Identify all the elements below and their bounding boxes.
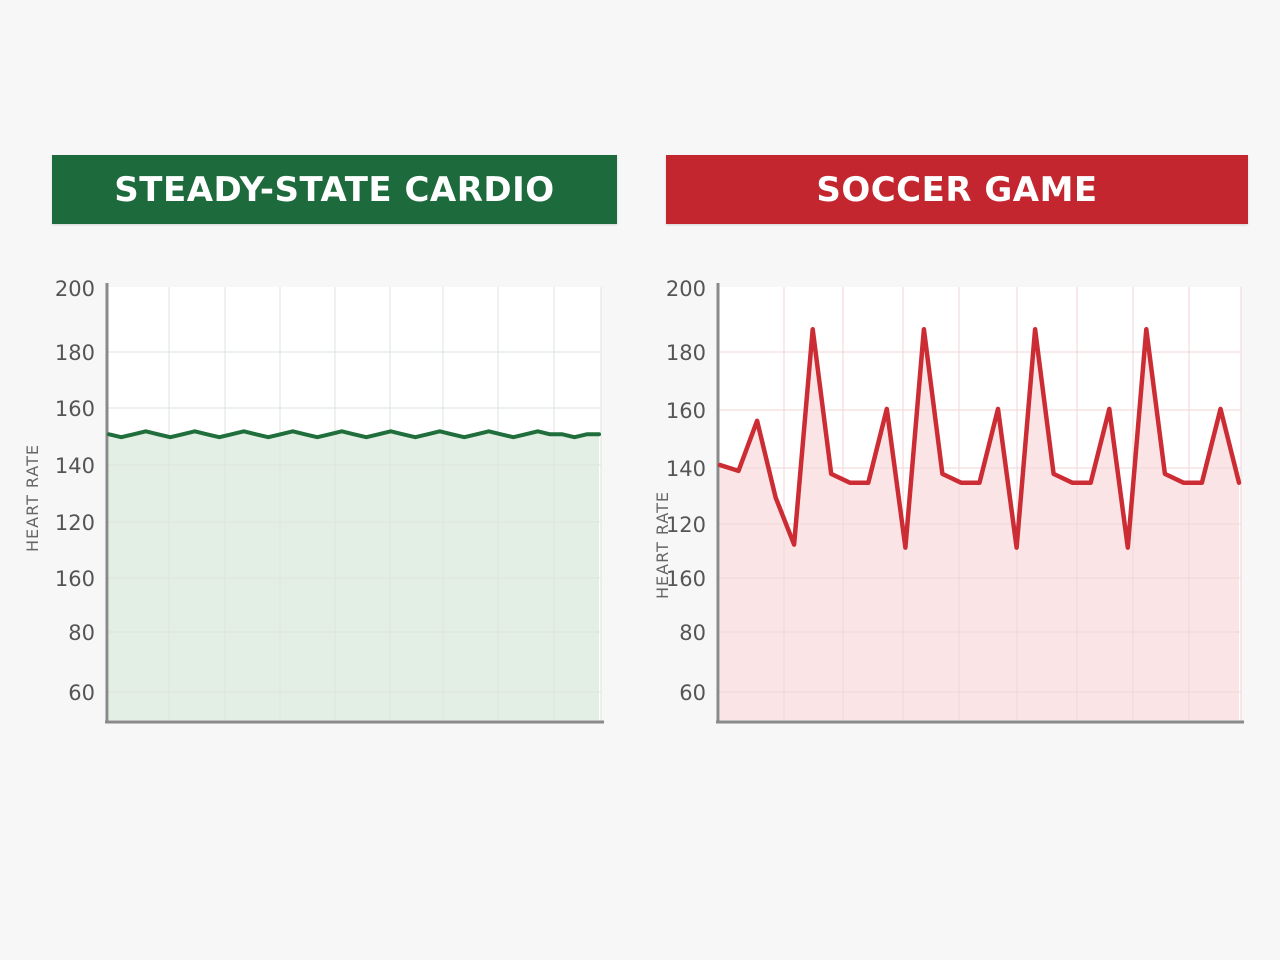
y-tick-label: 140	[55, 454, 95, 478]
data-point	[144, 430, 147, 433]
data-point	[340, 430, 343, 433]
data-point	[1015, 546, 1018, 549]
data-point	[205, 433, 209, 436]
data-point	[352, 433, 356, 436]
data-point	[156, 433, 160, 436]
data-point	[218, 436, 221, 439]
data-point	[181, 433, 184, 436]
data-point	[254, 433, 258, 436]
data-point	[377, 433, 380, 436]
y-tick-label: 200	[666, 277, 706, 301]
data-point	[426, 433, 429, 436]
data-point	[1163, 472, 1167, 476]
data-point	[830, 472, 833, 476]
data-point	[811, 328, 814, 331]
data-point	[904, 546, 907, 549]
y-tick-label: 140	[666, 457, 706, 481]
y-tick-label: 120	[666, 513, 706, 537]
data-point	[303, 433, 307, 436]
data-point	[414, 436, 417, 439]
data-point	[475, 433, 478, 436]
data-point	[316, 436, 319, 439]
data-point	[536, 430, 539, 433]
data-point	[548, 433, 552, 436]
data-point	[561, 433, 564, 436]
data-point	[450, 433, 454, 436]
y-tick-label: 120	[55, 511, 95, 535]
y-axis-label: HEART RATE	[23, 444, 42, 552]
data-point	[463, 436, 466, 439]
data-point	[291, 430, 294, 433]
data-point	[279, 433, 282, 436]
data-point	[169, 436, 172, 439]
data-point	[512, 436, 515, 439]
chart-title-soccer: SOCCER GAME	[666, 155, 1248, 224]
data-point	[597, 433, 601, 436]
y-tick-label: 160	[666, 567, 706, 591]
y-tick-label: 160	[55, 397, 95, 421]
y-tick-label: 160	[55, 567, 95, 591]
data-point	[755, 419, 759, 422]
data-point	[1200, 481, 1204, 484]
data-point	[524, 433, 527, 436]
data-point	[193, 430, 196, 433]
y-tick-label: 60	[68, 681, 95, 705]
data-point	[1071, 481, 1074, 484]
data-point	[1108, 407, 1111, 411]
data-point	[848, 481, 851, 484]
data-point	[1237, 481, 1241, 484]
y-axis-label: HEART RATE	[653, 491, 672, 599]
data-point	[978, 481, 981, 484]
data-point	[922, 328, 926, 331]
data-point	[107, 433, 111, 436]
data-point	[792, 543, 796, 546]
area-fill	[109, 431, 599, 720]
data-point	[1145, 328, 1148, 331]
data-point	[487, 430, 490, 433]
data-point	[1219, 407, 1222, 411]
chart-title-steady: STEADY-STATE CARDIO	[52, 155, 617, 224]
data-point	[885, 407, 888, 411]
data-point	[438, 430, 441, 433]
data-point	[867, 481, 870, 484]
data-point	[718, 463, 722, 467]
data-point	[1182, 481, 1185, 484]
data-point	[573, 436, 576, 439]
data-point	[499, 433, 503, 436]
data-point	[401, 433, 405, 436]
data-point	[774, 496, 777, 499]
data-point	[1089, 481, 1092, 484]
data-point	[120, 436, 123, 439]
chart-panel-soccer: SOCCER GAME	[666, 155, 1248, 224]
y-tick-label: 80	[679, 621, 706, 645]
data-point	[996, 407, 1000, 411]
chart-panel-steady: STEADY-STATE CARDIO	[52, 155, 617, 224]
data-point	[328, 433, 331, 436]
data-point	[1126, 546, 1130, 549]
data-point	[132, 433, 135, 436]
data-point	[230, 433, 233, 436]
data-point	[737, 469, 740, 473]
y-tick-label: 200	[55, 277, 95, 301]
data-point	[267, 436, 270, 439]
data-point	[242, 430, 245, 433]
data-point	[365, 436, 368, 439]
y-tick-label: 180	[666, 341, 706, 365]
y-tick-label: 160	[666, 399, 706, 423]
y-tick-label: 80	[68, 621, 95, 645]
data-point	[585, 433, 588, 436]
area-fill	[720, 329, 1239, 720]
data-point	[1033, 328, 1037, 331]
data-point	[959, 481, 963, 484]
data-point	[389, 430, 392, 433]
data-point	[941, 472, 944, 476]
y-tick-label: 60	[679, 681, 706, 705]
data-point	[1052, 472, 1055, 476]
y-tick-label: 180	[55, 341, 95, 365]
